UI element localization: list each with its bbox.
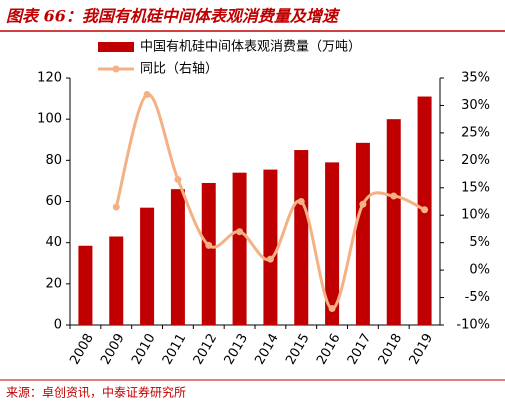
bar [140,207,155,325]
x-tick-label: 2017 [345,331,375,367]
x-tick-label: 2010 [129,331,159,367]
line-point [205,241,213,249]
y-tick-label: 0 [54,318,62,333]
y-tick-label: 100 [37,112,62,127]
line-point [328,305,336,313]
y2-tick-label: 25% [461,125,490,140]
line-point [297,198,305,205]
line-point [421,206,429,214]
y2-tick-label: 35% [461,71,490,86]
y2-tick-label: 5% [469,235,490,250]
y2-tick-label: 30% [461,98,490,113]
bar [355,142,370,325]
chart-title: 图表 66：我国有机硅中间体表观消费量及增速 [6,7,341,26]
x-tick-label: 2018 [376,331,406,367]
bar [78,245,93,325]
x-tick-label: 2015 [283,331,313,367]
bar [232,172,247,325]
line-point [112,203,120,211]
line-point [390,192,398,200]
legend-swatch [98,42,134,52]
x-tick-label: 2013 [222,331,252,367]
line-point [236,228,244,236]
bar [386,119,401,326]
bar [294,150,309,325]
y-tick-label: 80 [45,153,62,168]
x-tick-label: 2011 [160,331,190,367]
x-tick-label: 2009 [98,331,128,367]
line-point [359,200,367,208]
bar [201,182,216,325]
y2-tick-label: -10% [456,318,490,333]
y-tick-label: 20 [45,276,62,291]
legend-label: 中国有机硅中间体表观消费量（万吨） [140,40,361,55]
x-tick-label: 2012 [191,331,221,367]
line-point [143,90,151,98]
bar [325,162,340,325]
legend-swatch [112,65,120,73]
y-tick-label: 40 [45,235,62,250]
line-point [174,176,182,184]
line-point [266,255,274,263]
x-tick-label: 2016 [314,331,344,367]
y-tick-label: 60 [45,194,62,209]
y2-tick-label: 0% [469,263,490,278]
y2-tick-label: 10% [461,208,490,223]
legend-label: 同比（右轴） [140,62,218,77]
bar [109,236,124,325]
bar [263,169,278,325]
x-tick-label: 2019 [407,331,437,367]
y2-tick-label: 15% [461,180,490,195]
x-tick-label: 2008 [67,331,97,367]
bar [170,189,185,325]
y2-tick-label: -5% [465,290,490,305]
y-tick-label: 120 [37,71,62,86]
x-tick-label: 2014 [252,331,282,367]
source: 来源：卓创资讯，中泰证券研究所 [6,385,186,400]
y2-tick-label: 20% [461,153,490,168]
